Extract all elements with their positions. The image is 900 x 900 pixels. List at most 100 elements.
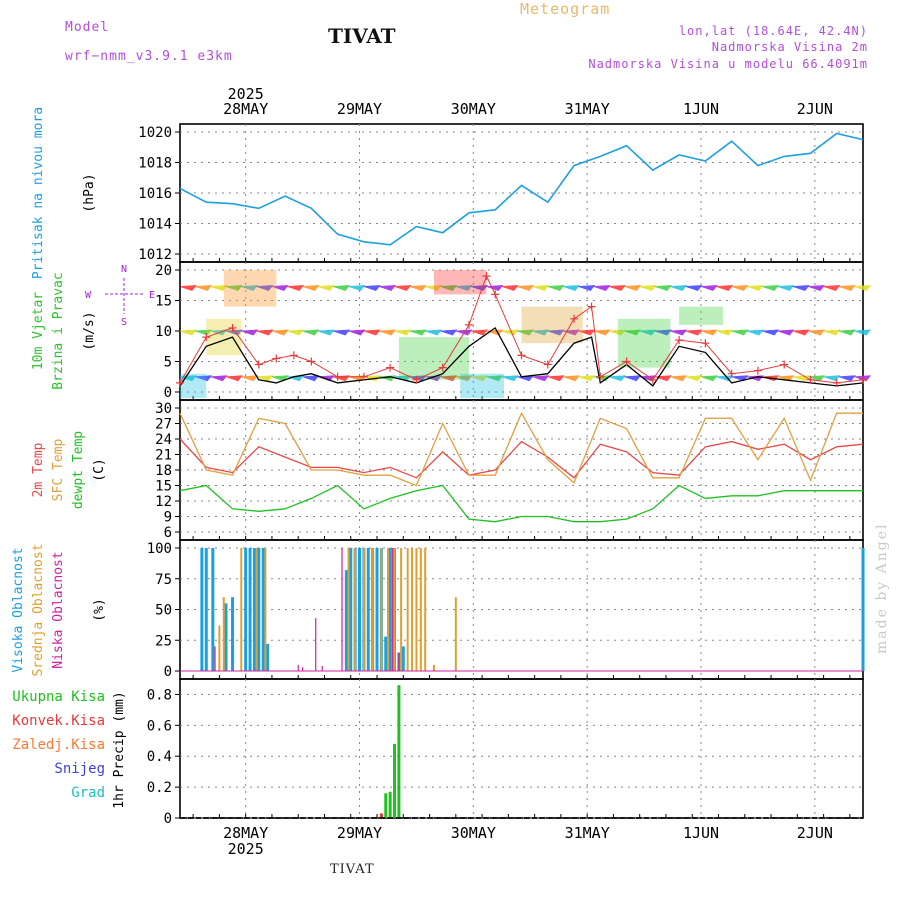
wind-barb bbox=[670, 375, 688, 382]
pressure-ylabel: Pritisak na nivou mora bbox=[31, 107, 46, 279]
cloud-bar-low-6 bbox=[391, 548, 393, 671]
ytick-label-precip-3: 0.6 bbox=[147, 718, 172, 734]
top-date-label-1: 29MAY bbox=[337, 100, 382, 118]
wind-barb bbox=[379, 329, 397, 336]
cloud-ylabel: Visoka Oblacnost bbox=[11, 547, 26, 672]
lonlat-text: lon,lat (18.64E, 42.4N) bbox=[678, 24, 868, 38]
wind-barb bbox=[256, 285, 274, 291]
ytick-label-wind-2: 10 bbox=[155, 324, 172, 340]
wind-barb bbox=[670, 285, 688, 291]
wind-barb bbox=[195, 329, 213, 336]
wind-barb bbox=[854, 285, 872, 291]
bottom-year-label: 2025 bbox=[228, 840, 264, 858]
wind-gust-point-15 bbox=[517, 351, 526, 360]
precip-bar-4 bbox=[397, 685, 401, 818]
wind-barb bbox=[455, 375, 473, 382]
wind-barb bbox=[241, 285, 259, 291]
ytick-label-pressure-1: 1014 bbox=[138, 217, 172, 233]
wind-barb bbox=[808, 329, 826, 336]
wind-barb bbox=[195, 375, 213, 382]
wind-gust-point-27 bbox=[806, 375, 815, 384]
wind-gust-point-24 bbox=[727, 369, 736, 378]
wind-gust-point-29 bbox=[859, 375, 867, 384]
precip-legend-1: Konvek.Kisa bbox=[12, 713, 105, 729]
wind-barb bbox=[287, 329, 305, 336]
cloud-bar-mid-2 bbox=[240, 548, 243, 671]
wind-barb bbox=[271, 329, 289, 336]
panel-frame-clouds bbox=[179, 539, 864, 680]
cloud-ylabel2: Srednja Oblacnost bbox=[31, 543, 46, 676]
cloud-bar-low-0 bbox=[214, 646, 216, 671]
ytick-label-pressure-4: 1020 bbox=[138, 125, 172, 141]
wind-barb bbox=[179, 285, 197, 291]
precip-legend-3: Snijeg bbox=[54, 761, 105, 777]
precip-legend-4: Grad bbox=[71, 785, 105, 801]
cloud-bar-mid-19 bbox=[454, 597, 457, 671]
wind-gust-point-21 bbox=[648, 375, 657, 384]
ytick-label-wind-1: 5 bbox=[164, 355, 172, 371]
wind-barb bbox=[363, 329, 381, 336]
wind-barb bbox=[854, 329, 872, 336]
cloud-bar-mid-15 bbox=[415, 548, 418, 671]
wind-unit: (m/s) bbox=[82, 311, 97, 350]
top-date-label-0: 28MAY bbox=[223, 100, 268, 118]
wind-barb bbox=[363, 285, 381, 291]
wind-barb bbox=[654, 329, 672, 336]
cloud-bar-mid-7 bbox=[362, 548, 365, 671]
wind-barb bbox=[425, 329, 443, 336]
cloud-bar-mid-3 bbox=[255, 548, 258, 671]
wind-barb bbox=[440, 329, 458, 336]
wind-barb bbox=[348, 329, 366, 336]
cloud-bar-high-7 bbox=[252, 548, 256, 671]
wind-barb bbox=[394, 329, 412, 336]
ytick-label-wind-0: 0 bbox=[164, 385, 172, 401]
wind-barb bbox=[762, 329, 780, 336]
wind-barb bbox=[578, 375, 596, 382]
wind-barb bbox=[716, 329, 734, 336]
cloud-bar-high-1 bbox=[204, 548, 208, 671]
wind-barb bbox=[700, 375, 718, 382]
model-name: wrf−nmm_v3.9.1 e3km bbox=[65, 49, 233, 64]
bottom-date-label-5: 2JUN bbox=[797, 824, 833, 842]
top-year-label: 2025 bbox=[228, 85, 264, 103]
wind-barb bbox=[379, 285, 397, 291]
wind-barb bbox=[731, 329, 749, 336]
ytick-label-pressure-2: 1016 bbox=[138, 186, 172, 202]
wind-gust-point-19 bbox=[596, 372, 605, 381]
wind-barb bbox=[425, 375, 443, 382]
wind-gust-point-2 bbox=[228, 323, 237, 332]
wind-barb bbox=[746, 329, 764, 336]
wind-gust-point-3 bbox=[254, 360, 263, 369]
cloud-bar-low-4 bbox=[321, 666, 323, 671]
wind-gust-point-12 bbox=[464, 320, 473, 329]
wind-hatch-8 bbox=[180, 373, 207, 399]
ytick-label-pressure-0: 1012 bbox=[138, 247, 172, 263]
wind-barb bbox=[685, 329, 703, 336]
wind-barb bbox=[348, 285, 366, 291]
wind-barb bbox=[639, 285, 657, 291]
wind-barb bbox=[195, 285, 213, 291]
precip-legend-2: Zaledj.Kisa bbox=[12, 737, 105, 753]
ytick-label-clouds-1: 25 bbox=[155, 633, 172, 649]
wind-barb bbox=[455, 285, 473, 291]
wind-barb bbox=[624, 285, 642, 291]
wind-gust-point-0 bbox=[176, 378, 184, 387]
cloud-bar-mid-12 bbox=[400, 548, 403, 671]
ytick-label-precip-2: 0.4 bbox=[147, 749, 172, 765]
wind-barb bbox=[792, 329, 810, 336]
wind-ylabel: 10m Vjetar bbox=[31, 292, 46, 370]
wind-gust-point-13 bbox=[482, 272, 491, 281]
compass-n: N bbox=[121, 264, 127, 275]
wind-barb bbox=[271, 375, 289, 382]
compass-w: W bbox=[85, 290, 92, 301]
wind-barb bbox=[777, 375, 795, 382]
cloud-bar-low-7 bbox=[398, 652, 400, 671]
wind-barb bbox=[302, 329, 320, 336]
ytick-label-wind-4: 20 bbox=[155, 263, 172, 279]
ytick-label-clouds-2: 50 bbox=[155, 603, 172, 619]
wind-barb bbox=[823, 285, 841, 291]
wind-barb bbox=[287, 285, 305, 291]
wind-barb bbox=[608, 285, 626, 291]
model-label: Model bbox=[65, 20, 110, 35]
panel-frame-pressure bbox=[179, 123, 864, 263]
